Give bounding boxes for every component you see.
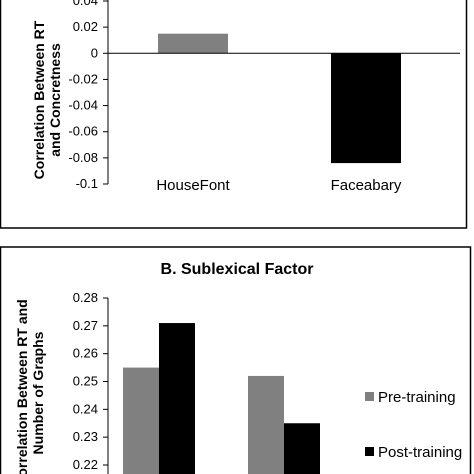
panel-b-y-tick-label: 0.28	[73, 290, 98, 305]
panel-a-y-tick-label: -0.04	[68, 98, 98, 113]
panel-a-bar	[158, 33, 228, 54]
panel-b-y-tick-label: 0.22	[73, 457, 98, 472]
panel-b-bar	[248, 375, 284, 474]
panel-a-category-label: HouseFont	[156, 177, 230, 194]
panel-b-ylabel-line-1: Correlation Between RT and	[14, 299, 30, 474]
panel-b-y-tick-label: 0.24	[73, 401, 98, 416]
panel-a-y-tick-label: -0.06	[68, 124, 98, 139]
panel-b-bar	[159, 323, 195, 474]
panel-a-y-tick-label: -0.08	[68, 150, 98, 165]
panel-b-legend: Pre-training Post-training	[365, 389, 462, 461]
panel-b-ylabel: Correlation Between RT and Number of Gra…	[14, 299, 46, 474]
panel-b-border	[0, 246, 472, 474]
panel-b-title: B. Sublexical Factor	[161, 261, 314, 278]
panel-b-y-tick-label: 0.27	[73, 318, 98, 333]
panel-b-y-tick-label: 0.23	[73, 429, 98, 444]
panel-a: Correlation Between RT and Concretness -…	[0, 0, 468, 229]
panel-b-bar	[284, 423, 320, 474]
panel-a-ylabel-line-2: and Concretness	[47, 43, 63, 157]
panel-a-category-label: Faceabary	[331, 177, 402, 194]
panel-b: B. Sublexical Factor Correlation Between…	[0, 246, 472, 474]
legend-label-post-training: Post-training	[378, 444, 462, 461]
panel-a-y-tick-label: 0.04	[73, 0, 98, 8]
panel-a-y-tick-label: 0.02	[73, 19, 98, 34]
panel-b-ylabel-line-2: Number of Graphs	[30, 331, 46, 454]
panel-b-y-tick-label: 0.25	[73, 374, 98, 389]
legend-swatch-post-training	[365, 447, 374, 456]
legend-swatch-pre-training	[365, 392, 374, 401]
panel-a-y-ticks: -0.1 -0.08 -0.06 -0.04 -0.02 0 0.02 0.04	[68, 0, 108, 191]
panel-a-y-tick-label: 0	[91, 45, 98, 60]
panel-a-border	[0, 0, 468, 229]
panel-b-y-tick-label: 0.26	[73, 346, 98, 361]
panel-a-y-tick-label: -0.02	[68, 71, 98, 86]
panel-a-ylabel: Correlation Between RT and Concretness	[31, 20, 63, 179]
panel-a-ylabel-line-1: Correlation Between RT	[31, 20, 47, 179]
panel-a-bars	[158, 33, 401, 164]
panel-a-y-tick-label: -0.1	[76, 176, 98, 191]
panel-b-bar	[123, 367, 159, 474]
panel-b-y-ticks: 0.22 0.23 0.24 0.25 0.26 0.27 0.28	[73, 290, 108, 472]
panel-b-bars	[123, 323, 320, 474]
legend-label-pre-training: Pre-training	[378, 389, 456, 406]
panel-a-categories: HouseFont Faceabary	[156, 177, 402, 194]
panel-a-bar	[331, 53, 401, 164]
